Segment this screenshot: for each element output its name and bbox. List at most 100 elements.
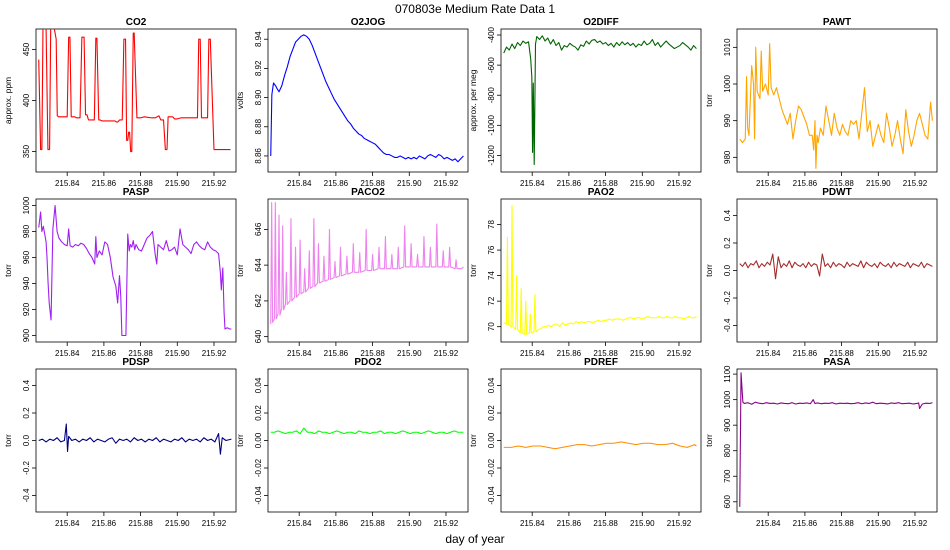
x-tick-label: 215.84 xyxy=(55,179,80,188)
x-tick-label: 215.90 xyxy=(397,349,422,358)
y-tick-label: 78 xyxy=(487,220,496,229)
y-tick-label: -0.4 xyxy=(723,318,732,332)
y-tick-label: -0.04 xyxy=(254,486,263,505)
x-tick-label: 215.90 xyxy=(165,519,190,528)
y-tick-label: 0.0 xyxy=(723,264,732,276)
x-tick-label: 215.88 xyxy=(829,349,854,358)
panel-pao2: PAO2 torr 215.84 215.86 215.88 215.90 215.92 70… xyxy=(468,187,702,358)
x-tick-label: 215.88 xyxy=(360,179,385,188)
panel-title: PDSP xyxy=(122,357,150,368)
y-axis-label: approx. per meg xyxy=(468,69,478,131)
series-line xyxy=(38,423,232,455)
y-tick-label: 1100 xyxy=(723,365,732,383)
y-tick-label: 980 xyxy=(723,150,732,164)
y-tick-label: 0.2 xyxy=(22,407,31,419)
y-tick-label: -0.2 xyxy=(22,461,31,475)
series-line xyxy=(270,202,464,325)
x-tick-label: 215.90 xyxy=(397,519,422,528)
x-tick-label: 215.88 xyxy=(128,349,153,358)
series-line xyxy=(270,427,464,435)
series-line xyxy=(270,34,464,163)
x-tick-label: 215.92 xyxy=(903,349,928,358)
x-tick-label: 215.84 xyxy=(520,349,545,358)
y-tick-label: 0.4 xyxy=(22,379,31,391)
x-tick-label: 215.92 xyxy=(903,179,928,188)
x-tick-label: 215.90 xyxy=(165,179,190,188)
plot-frame xyxy=(35,368,237,513)
y-tick-label: 900 xyxy=(723,418,732,432)
y-tick-label: 800 xyxy=(723,443,732,457)
x-tick-label: 215.90 xyxy=(866,349,891,358)
y-tick-label: -0.02 xyxy=(487,458,496,477)
plot-frame xyxy=(35,198,237,343)
y-tick-label: 70 xyxy=(487,322,496,331)
panel-pdwt: PDWT torr 215.84 215.86 215.88 215.90 215.92 -0… xyxy=(704,187,938,358)
series-line xyxy=(503,204,697,335)
plot-frame xyxy=(736,368,938,513)
panel-pdsp: PDSP torr 215.84 215.86 215.88 215.90 215.92 -0… xyxy=(3,357,237,528)
y-tick-label: -0.4 xyxy=(22,488,31,502)
y-tick-label: 8.92 xyxy=(254,60,263,76)
y-tick-label: -1000 xyxy=(487,115,496,136)
y-tick-label: 1000 xyxy=(723,390,732,408)
panel-o2jog: O2JOG volts 215.84 215.86 215.88 215.90 215.92… xyxy=(235,17,469,188)
panel-title: PAO2 xyxy=(588,187,615,198)
y-tick-label: 0.0 xyxy=(22,434,31,446)
y-axis-label: torr xyxy=(468,264,478,277)
plot-frame xyxy=(267,368,469,513)
y-tick-label: 8.90 xyxy=(254,89,263,105)
y-tick-label: -800 xyxy=(487,87,496,104)
x-tick-label: 215.88 xyxy=(829,179,854,188)
y-tick-label: 8.88 xyxy=(254,118,263,134)
x-tick-label: 215.88 xyxy=(360,349,385,358)
y-axis-label: torr xyxy=(704,434,714,447)
y-tick-label: 980 xyxy=(22,224,31,238)
y-axis-label: torr xyxy=(235,264,245,277)
panel-pdref: PDREF torr 215.84 215.86 215.88 215.90 215.92 -… xyxy=(468,357,702,528)
y-tick-label: 0.02 xyxy=(487,405,496,421)
series-line xyxy=(38,204,232,337)
y-tick-label: -1200 xyxy=(487,145,496,166)
x-tick-label: 215.90 xyxy=(630,349,655,358)
y-tick-label: 8.86 xyxy=(254,148,263,164)
y-tick-label: 0.04 xyxy=(254,377,263,393)
y-tick-label: -400 xyxy=(487,26,496,43)
y-tick-label: 450 xyxy=(22,42,31,56)
x-tick-label: 215.88 xyxy=(829,519,854,528)
panel-pdo2: PDO2 torr 215.84 215.86 215.88 215.90 215.92 -0… xyxy=(235,357,469,528)
panel-pasp: PASP torr 215.84 215.86 215.88 215.90 215.92 90… xyxy=(3,187,237,358)
panel-title: PACO2 xyxy=(351,187,385,198)
y-axis-label: torr xyxy=(3,434,13,447)
x-tick-label: 215.92 xyxy=(434,519,459,528)
x-tick-label: 215.86 xyxy=(92,179,117,188)
y-tick-label: 72 xyxy=(487,296,496,305)
figure-xlabel: day of year xyxy=(445,532,504,546)
y-tick-label: 990 xyxy=(723,113,732,127)
y-tick-label: 700 xyxy=(723,469,732,483)
x-tick-label: 215.88 xyxy=(593,349,618,358)
plot-frame xyxy=(736,198,938,343)
x-tick-label: 215.84 xyxy=(287,349,312,358)
x-tick-label: 215.92 xyxy=(667,179,692,188)
plot-frame xyxy=(500,368,702,513)
panel-grid: CO2 approx. ppm 215.84 215.86 215.88 215.90 21… xyxy=(3,17,938,528)
x-tick-label: 215.84 xyxy=(287,519,312,528)
x-tick-label: 215.88 xyxy=(128,179,153,188)
y-tick-label: 0.00 xyxy=(487,432,496,448)
x-tick-label: 215.84 xyxy=(287,179,312,188)
panel-paco2: PACO2 torr 215.84 215.86 215.88 215.90 215.92 6… xyxy=(235,187,469,358)
x-tick-label: 215.92 xyxy=(202,179,227,188)
x-tick-label: 215.92 xyxy=(667,519,692,528)
figure-title: 070803e Medium Rate Data 1 xyxy=(395,2,555,16)
y-axis-label: torr xyxy=(235,434,245,447)
x-tick-label: 215.86 xyxy=(324,179,349,188)
series-line xyxy=(503,441,697,450)
y-tick-label: 920 xyxy=(22,302,31,316)
x-tick-label: 215.84 xyxy=(520,179,545,188)
panel-title: PDWT xyxy=(822,187,851,198)
panel-title: PASP xyxy=(123,187,150,198)
x-tick-label: 215.92 xyxy=(202,519,227,528)
panel-title: PAWT xyxy=(823,17,851,28)
y-tick-label: -600 xyxy=(487,57,496,74)
